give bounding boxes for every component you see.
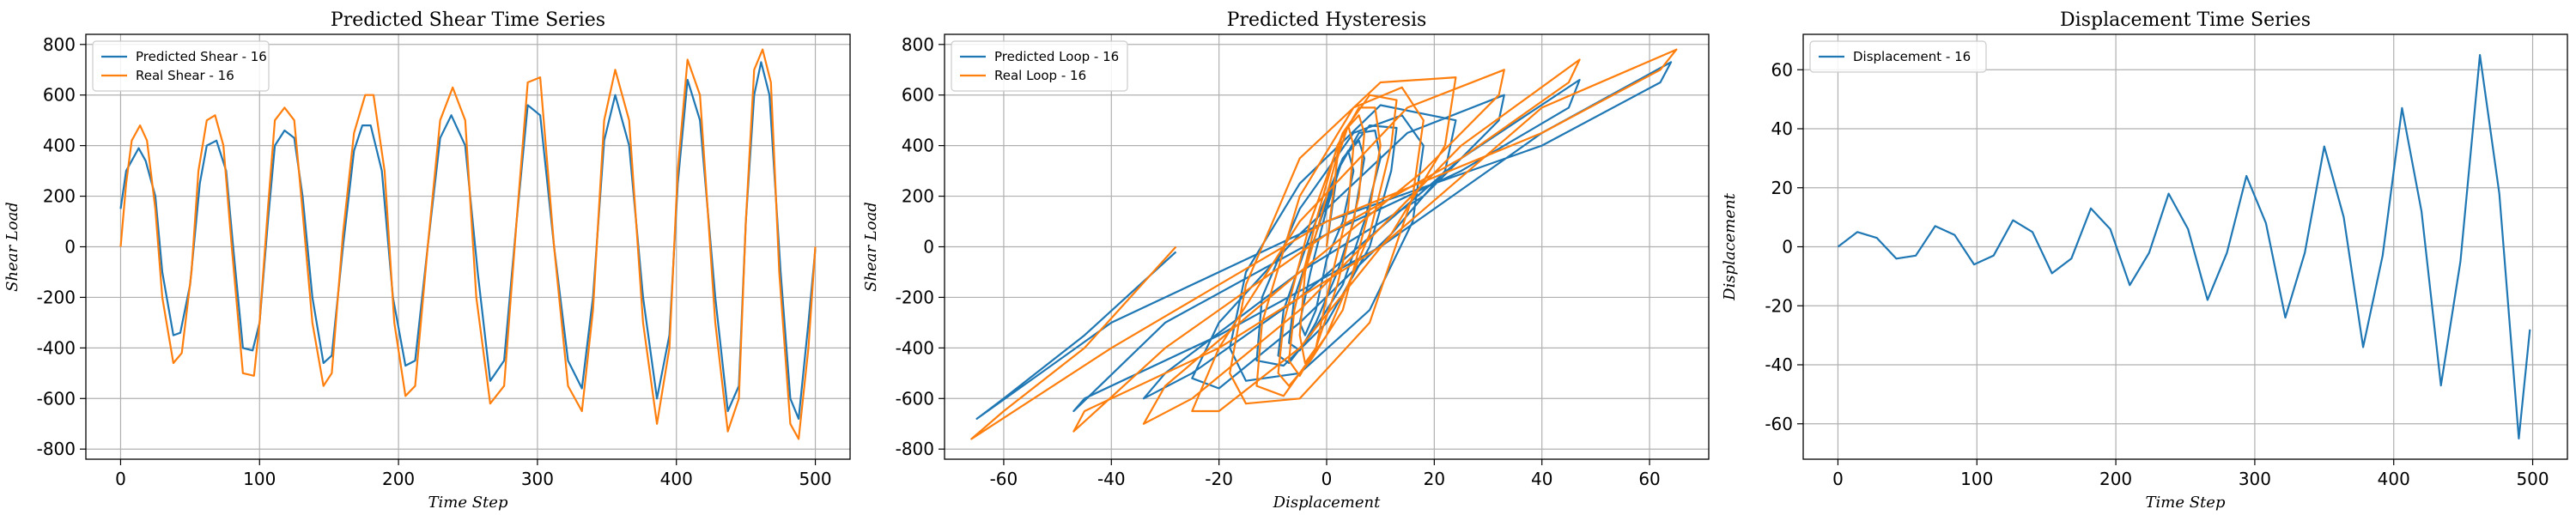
y-tick-label: -600 [37,388,76,409]
series-line-2 [119,48,817,440]
legend-box [1809,40,1987,73]
x-tick-label: 60 [1638,469,1660,489]
y-axis-label: Shear Load [3,202,21,292]
y-tick-label: 400 [43,136,76,156]
x-tick-label: 300 [2239,469,2271,489]
chart-panel-2: -60 -40 -20 0 20 40 60-800-600-400-20002004006… [862,9,1710,512]
chart-panel-3: 0 100 200 300 400 500 -60 -40 -20 0 20 40 60 Displace… [1721,9,2568,512]
series-line-1 [1837,53,2531,439]
chart-title: Displacement Time Series [2060,9,2311,31]
x-tick-label: -60 [990,469,1018,489]
y-tick-label: 800 [43,34,76,55]
y-tick-label: -400 [37,337,76,358]
legend-label: Predicted Loop - 16 [994,49,1119,64]
chart-panel-1: 0 100 200 300 400 500 -800 -600 -400 -200 0 200 400 6… [3,9,851,512]
legend-label: Real Loop - 16 [994,68,1086,83]
y-tick-label: 800 [902,34,934,55]
y-tick-label: -800 [37,439,76,459]
x-tick-label: 100 [1960,469,1993,489]
y-tick-label: -20 [1765,295,1793,316]
x-axis-label: Displacement [1273,494,1381,512]
x-tick-label: 20 [1424,469,1445,489]
y-tick-label: -60 [1765,414,1793,434]
chart-title: Predicted Shear Time Series [331,9,605,31]
axes-frame [944,33,1710,460]
x-tick-label: 500 [2516,469,2549,489]
chart-title: Predicted Hysteresis [1227,9,1427,31]
y-tick-label: -40 [1765,354,1793,375]
x-tick-label: -20 [1205,469,1233,489]
y-tick-label: 400 [902,136,934,156]
x-tick-label: 0 [1321,469,1333,489]
axes-frame [1802,33,2568,460]
x-tick-label: 500 [799,469,831,489]
y-tick-label: 60 [1771,59,1793,80]
x-tick-label: 100 [243,469,276,489]
y-tick-label: 0 [1782,237,1793,258]
series-line-1 [119,61,817,420]
x-axis-label: Time Step [428,494,508,512]
y-tick-label: 600 [43,85,76,106]
x-axis-label: Time Step [2146,494,2226,512]
x-tick-label: 0 [1832,469,1844,489]
x-tick-label: -40 [1097,469,1126,489]
y-tick-label: -400 [896,337,934,358]
x-tick-label: 200 [382,469,415,489]
legend-box [92,40,270,92]
x-tick-label: 400 [660,469,693,489]
y-tick-label: 20 [1771,178,1793,198]
x-tick-label: 400 [2378,469,2410,489]
y-tick-label: -800 [896,439,934,459]
axes-frame [85,33,851,460]
y-tick-label: -200 [37,287,76,307]
y-tick-label: -600 [896,388,934,409]
x-tick-label: 40 [1531,469,1552,489]
x-tick-label: 300 [521,469,554,489]
legend-box [951,40,1128,92]
legend-label: Real Shear - 16 [136,68,234,83]
y-tick-label: 0 [64,237,76,258]
series-line-1 [975,61,1673,420]
legend-label: Predicted Shear - 16 [136,49,267,64]
y-tick-label: 0 [923,237,934,258]
y-tick-label: -200 [896,287,934,307]
legend-label: Displacement - 16 [1853,49,1971,64]
y-axis-label: Shear Load [862,202,880,292]
y-axis-label: Displacement [1721,192,1739,300]
y-tick-label: 200 [43,186,76,207]
y-tick-label: 40 [1771,118,1793,139]
y-tick-label: 200 [902,186,934,207]
series-line-2 [970,48,1678,440]
x-tick-label: 0 [115,469,126,489]
y-tick-label: 600 [902,85,934,106]
x-tick-label: 200 [2099,469,2132,489]
